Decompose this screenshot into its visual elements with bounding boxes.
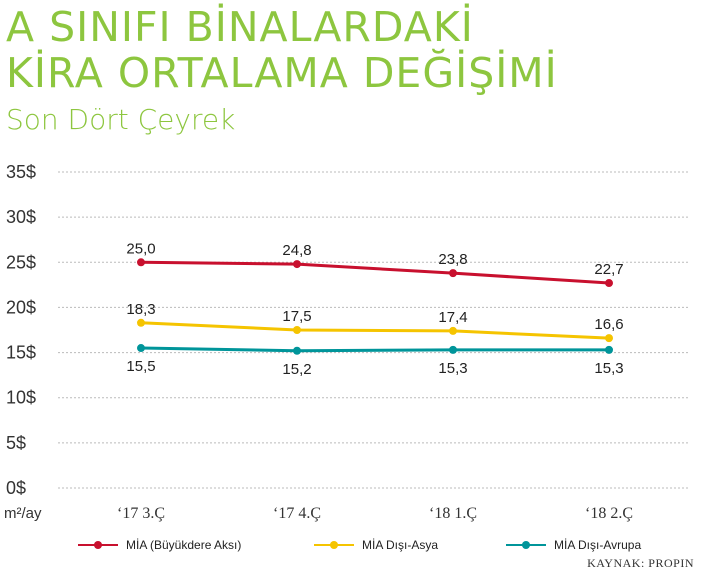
x-tick-label: ‘17 3.Ç [117, 505, 165, 522]
unit-label: m²/ay [4, 505, 42, 522]
x-tick-label: ‘17 4.Ç [273, 505, 321, 522]
y-tick-label: 5$ [6, 433, 26, 453]
data-label: 15,3 [594, 360, 623, 377]
data-point [137, 344, 145, 353]
y-tick-label: 20$ [6, 297, 36, 317]
series-line [140, 260, 610, 285]
legend-item-mia-buyukdere: MİA (Büyükdere Aksı) [78, 535, 241, 555]
x-tick-label: ‘18 1.Ç [429, 505, 477, 522]
series-line [140, 321, 610, 340]
data-point [449, 269, 457, 278]
data-point [293, 260, 301, 269]
chart-legend: MİA (Büyükdere Aksı) MİA Dışı-Asya MİA D… [0, 535, 702, 555]
legend-swatch-teal [506, 541, 546, 549]
data-label: 18,3 [126, 301, 155, 318]
data-label: 23,8 [438, 251, 467, 268]
y-tick-label: 10$ [6, 388, 36, 408]
data-label: 15,2 [282, 361, 311, 378]
data-point [449, 326, 457, 335]
source-note: KAYNAK: PROPIN [587, 556, 694, 570]
legend-swatch-yellow [314, 541, 354, 549]
data-point [605, 345, 613, 354]
data-point [293, 346, 301, 355]
line-chart: 0$ 5$ 10$ 15$ 20$ 25$ 30$ 35$ m²/ay ‘17 3.Ç ‘17 4.… [4, 162, 690, 522]
data-label: 24,8 [282, 242, 311, 259]
y-tick-label: 15$ [6, 343, 36, 363]
data-label: 17,5 [282, 308, 311, 325]
data-label: 22,7 [594, 261, 623, 278]
data-label: 16,6 [594, 316, 623, 333]
x-tick-label: ‘18 2.Ç [585, 505, 633, 522]
chart-subtitle: Son Dört Çeyrek [6, 103, 236, 136]
y-tick-label: 0$ [6, 478, 26, 498]
legend-item-mia-disi-asya: MİA Dışı-Asya [314, 535, 438, 555]
series-line [140, 346, 609, 353]
legend-label: MİA Dışı-Asya [362, 538, 439, 552]
data-point [605, 334, 613, 343]
chart-title: A SINIFI BİNALARDAKİ KİRA ORTALAMA DEĞİŞ… [6, 4, 558, 96]
data-point [137, 258, 145, 267]
data-label: 17,4 [438, 309, 467, 326]
chart-title-line2: KİRA ORTALAMA DEĞİŞİMİ [6, 49, 558, 97]
data-label: 25,0 [126, 240, 155, 257]
y-tick-label: 30$ [6, 207, 36, 227]
legend-label: MİA (Büyükdere Aksı) [126, 538, 242, 552]
data-point [293, 326, 301, 334]
chart-title-line1: A SINIFI BİNALARDAKİ [6, 3, 474, 51]
data-point [605, 279, 613, 288]
legend-label: MİA Dışı-Avrupa [554, 538, 642, 552]
data-point [449, 345, 457, 354]
y-tick-label: 35$ [6, 162, 36, 182]
legend-item-mia-disi-avrupa: MİA Dışı-Avrupa [506, 535, 641, 555]
legend-swatch-red [78, 541, 118, 549]
data-label: 15,3 [438, 360, 467, 377]
y-tick-label: 25$ [6, 252, 36, 272]
data-label: 15,5 [126, 358, 155, 375]
data-point [137, 318, 145, 327]
